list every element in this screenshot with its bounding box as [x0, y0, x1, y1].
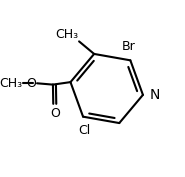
Text: O: O — [26, 77, 36, 90]
Text: Cl: Cl — [79, 124, 91, 137]
Text: Br: Br — [122, 40, 136, 53]
Text: CH₃: CH₃ — [0, 77, 22, 90]
Text: CH₃: CH₃ — [55, 28, 78, 41]
Text: N: N — [149, 88, 160, 102]
Text: O: O — [50, 107, 60, 120]
